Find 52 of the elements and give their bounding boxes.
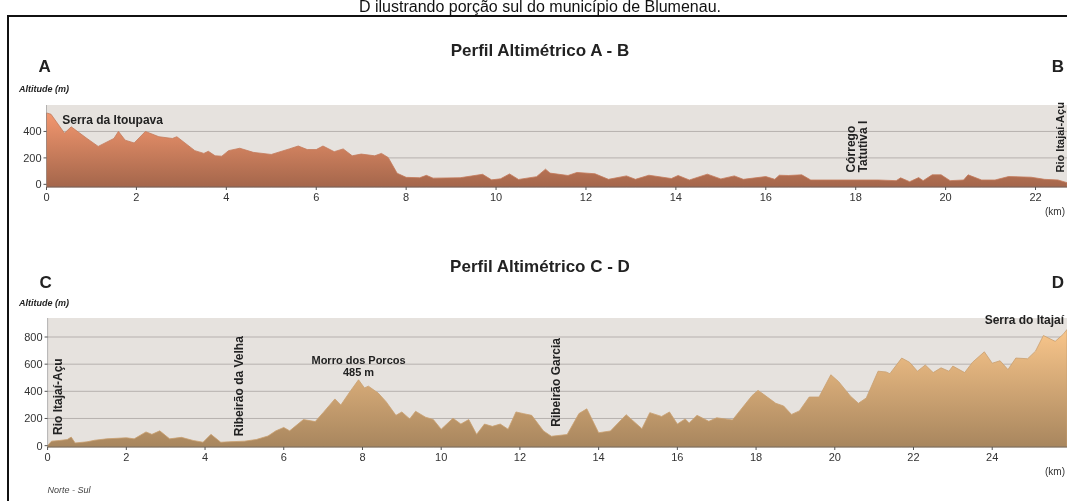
annotation: Serra do Itajaí <box>984 312 1065 327</box>
x-tick-label: 10 <box>435 451 448 463</box>
annotation: Ribeirão Garcia <box>549 337 564 427</box>
x-tick-label: 8 <box>403 191 410 203</box>
x-tick-label: 22 <box>1029 191 1042 203</box>
text: B <box>1051 57 1064 76</box>
y-tick-label: 400 <box>23 125 42 138</box>
y-tick-label: 800 <box>24 331 43 344</box>
text: C <box>39 273 52 292</box>
x-tick-label: 18 <box>749 451 763 463</box>
x-tick-label: 12 <box>513 451 527 463</box>
x-tick-label: 8 <box>359 451 366 463</box>
x-tick-label: 22 <box>907 451 920 463</box>
annotation: Córrego Tatutiva I <box>844 120 871 173</box>
x-tick-label: 2 <box>123 451 130 463</box>
text: D <box>1051 273 1064 292</box>
text: D ilustrando porção sul do município de Blumenau. <box>359 0 721 15</box>
x-tick-label: 16 <box>759 191 772 203</box>
x-tick-label: 4 <box>223 191 230 203</box>
x-axis-title: (km) <box>1045 206 1065 217</box>
x-tick-label: 16 <box>671 451 684 463</box>
text: A <box>38 57 51 76</box>
x-tick-label: 20 <box>939 191 952 203</box>
x-tick-label: 18 <box>849 191 862 203</box>
y-tick-label: 600 <box>24 358 43 371</box>
y-tick-label: 400 <box>24 385 43 398</box>
x-tick-label: 4 <box>201 451 209 463</box>
y-tick-label: 200 <box>24 412 43 425</box>
x-tick-label: 6 <box>313 191 320 203</box>
x-tick-label: 12 <box>579 191 593 203</box>
annotation: Rio Itajaí-Açu <box>1054 102 1066 173</box>
x-tick-label: 14 <box>669 191 683 203</box>
x-tick-label: 6 <box>280 451 287 463</box>
text: Norte - Sul <box>47 485 92 495</box>
y-axis-title: Altitude (m) <box>18 298 69 308</box>
x-axis-title: (km) <box>1045 466 1065 477</box>
annotation: Ribeirão da Velha <box>232 335 247 437</box>
y-tick-label: 0 <box>36 439 43 452</box>
chart-title: Perfil Altimétrico C - D <box>450 257 630 276</box>
annotation: Serra da Itoupava <box>62 112 164 127</box>
x-tick-label: 2 <box>133 191 140 203</box>
y-axis-title: Altitude (m) <box>18 84 69 94</box>
x-tick-label: 10 <box>489 191 503 203</box>
chart-title: Perfil Altimétrico A - B <box>450 41 630 60</box>
annotation: Rio Itajaí-Açu <box>50 358 65 435</box>
x-tick-label: 0 <box>44 451 51 463</box>
x-tick-label: 24 <box>986 451 999 463</box>
y-tick-label: 0 <box>35 178 42 191</box>
y-tick-label: 200 <box>23 151 42 164</box>
x-tick-label: 20 <box>828 451 841 463</box>
x-tick-label: 14 <box>592 451 605 463</box>
annotation: Morro dos Porcos 485 m <box>311 353 406 378</box>
